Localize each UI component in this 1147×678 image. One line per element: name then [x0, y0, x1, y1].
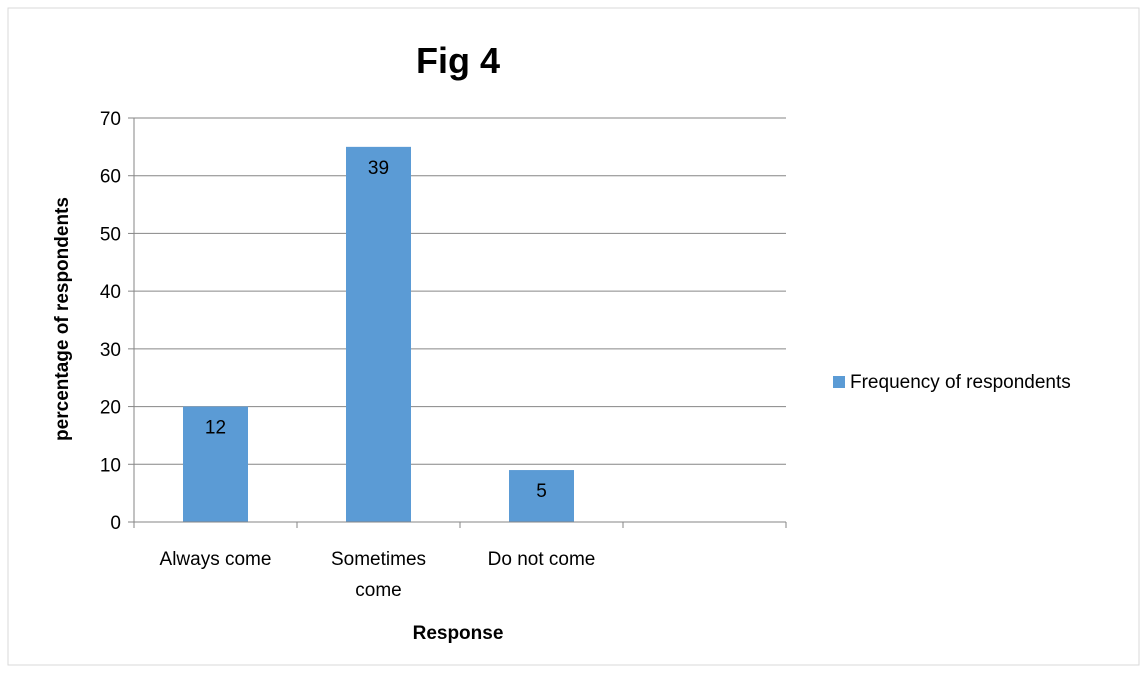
y-tick-label: 0: [110, 513, 121, 534]
data-label: 12: [205, 418, 226, 439]
y-tick-label: 40: [100, 282, 121, 303]
bar: [346, 146, 411, 522]
legend-label: Frequency of respondents: [850, 372, 1071, 393]
legend-swatch: [833, 376, 845, 388]
y-axis-ticks: 0 10 20 30 40 50 60 70: [100, 109, 135, 534]
y-tick-label: 10: [100, 455, 121, 476]
data-labels: 12 39 5: [205, 158, 547, 502]
chart-title: Fig 4: [416, 40, 500, 81]
y-tick-label: 50: [100, 224, 121, 245]
bar: [183, 406, 248, 522]
x-tick-label: Always come: [160, 549, 272, 570]
data-label: 5: [536, 481, 547, 502]
x-tick-label: Sometimes come: [331, 549, 426, 601]
data-label: 39: [368, 158, 389, 179]
bar: [509, 470, 574, 522]
x-tick-label: Do not come: [488, 549, 596, 570]
legend: Frequency of respondents: [833, 372, 1071, 393]
y-tick-label: 20: [100, 398, 121, 419]
x-axis-label: Response: [413, 623, 504, 644]
y-tick-label: 70: [100, 109, 121, 130]
y-tick-label: 60: [100, 167, 121, 188]
bars: [183, 146, 574, 522]
y-axis-label: percentage of respondents: [52, 197, 73, 441]
x-axis-ticks: Always come Sometimes come Do not come: [133, 521, 787, 601]
y-tick-label: 30: [100, 340, 121, 361]
